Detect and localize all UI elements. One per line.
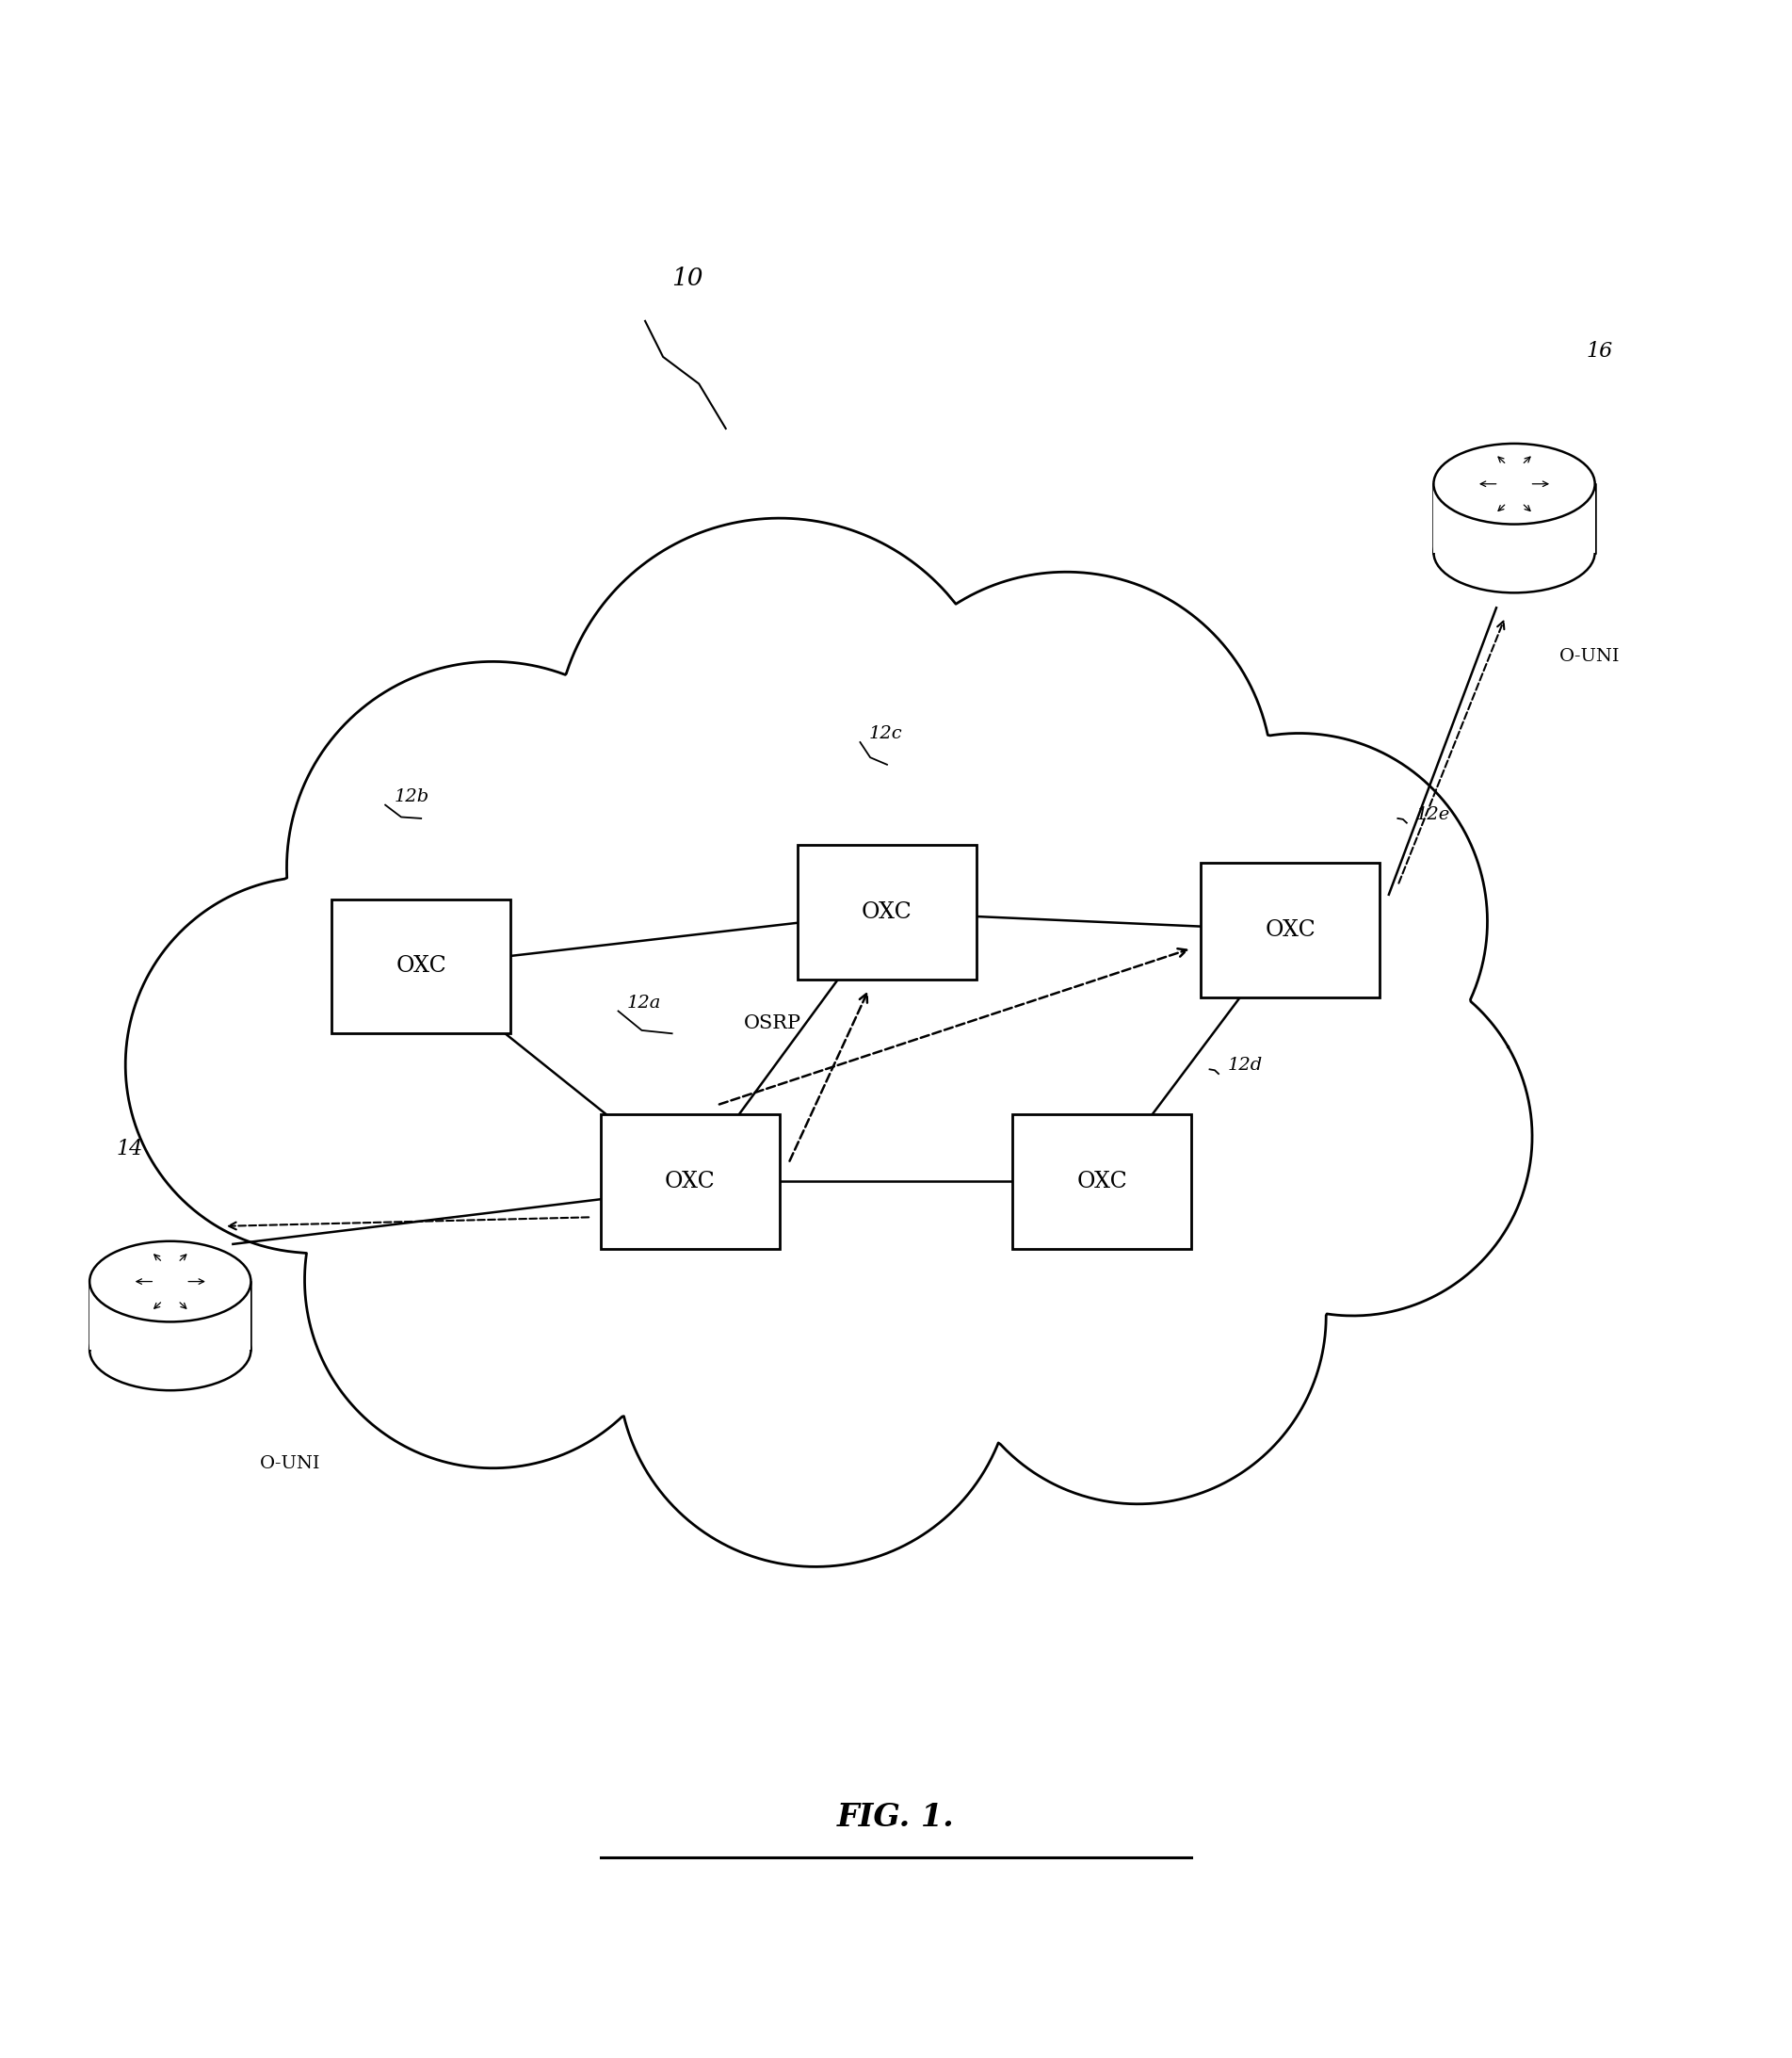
Ellipse shape bbox=[1434, 512, 1595, 593]
Bar bbox=[1201, 862, 1380, 998]
Polygon shape bbox=[125, 519, 1532, 1566]
Text: OXC: OXC bbox=[1077, 1171, 1127, 1192]
Text: 12e: 12e bbox=[1416, 807, 1450, 823]
Ellipse shape bbox=[1434, 445, 1595, 525]
Text: 12b: 12b bbox=[394, 788, 430, 805]
Bar bbox=[90, 1282, 251, 1350]
Text: 16: 16 bbox=[1586, 342, 1613, 362]
Text: OXC: OXC bbox=[862, 901, 912, 924]
Text: 12a: 12a bbox=[627, 994, 661, 1010]
Text: O-UNI: O-UNI bbox=[260, 1455, 321, 1471]
Ellipse shape bbox=[90, 1309, 251, 1391]
Text: 14: 14 bbox=[116, 1138, 143, 1159]
Bar bbox=[332, 899, 511, 1033]
Text: OXC: OXC bbox=[396, 955, 446, 978]
Text: 10: 10 bbox=[672, 265, 704, 290]
Text: O-UNI: O-UNI bbox=[1559, 648, 1620, 665]
Bar bbox=[1434, 484, 1595, 552]
Text: OXC: OXC bbox=[665, 1171, 715, 1192]
Ellipse shape bbox=[90, 1241, 251, 1321]
Text: OXC: OXC bbox=[1265, 920, 1315, 941]
Text: OSRP: OSRP bbox=[744, 1015, 801, 1033]
Text: 12d: 12d bbox=[1228, 1058, 1263, 1074]
Text: FIG. 1.: FIG. 1. bbox=[837, 1803, 955, 1834]
Bar bbox=[600, 1113, 780, 1249]
Bar bbox=[1012, 1113, 1192, 1249]
Bar bbox=[797, 846, 977, 980]
Text: 12c: 12c bbox=[869, 726, 903, 743]
